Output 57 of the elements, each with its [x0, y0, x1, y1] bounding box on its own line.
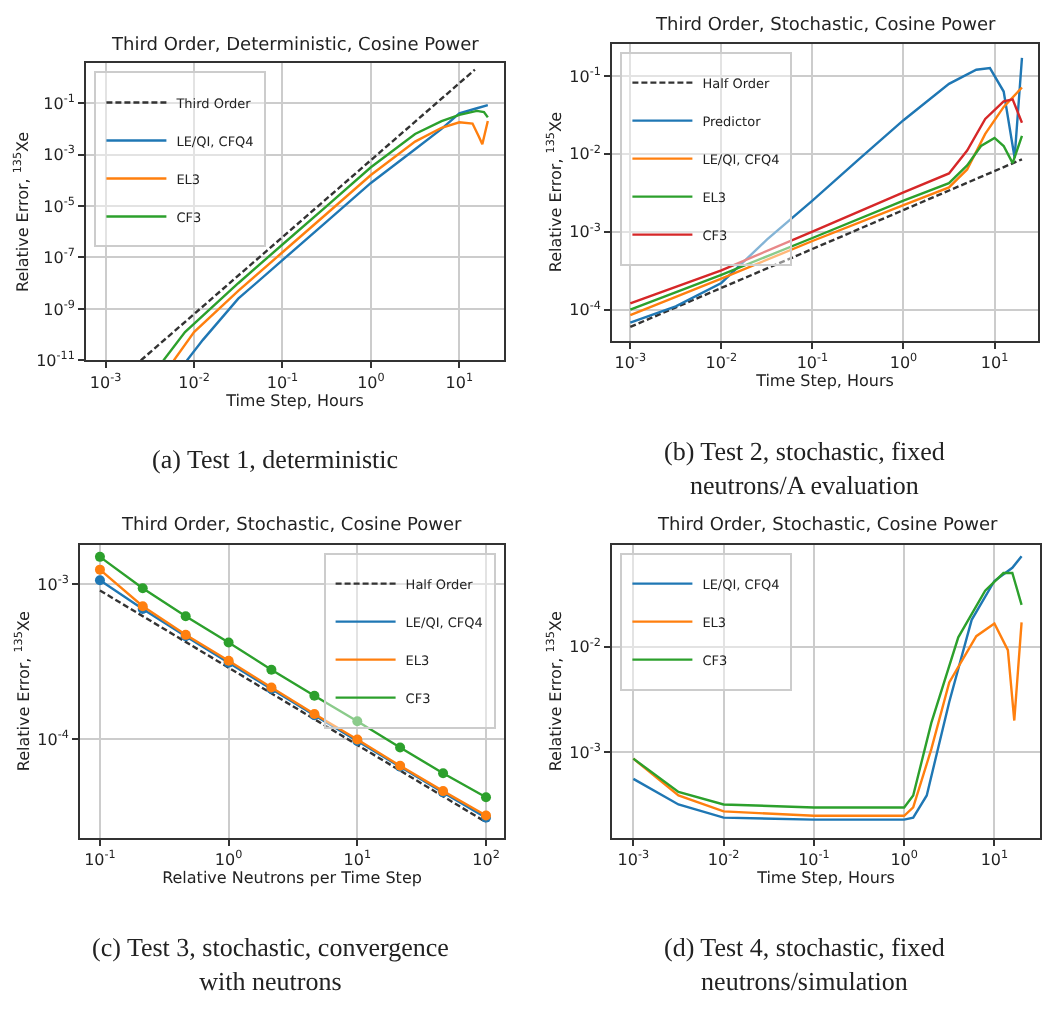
- text: (b) Test 2, stochastic, fixed neutrons/A evaluation: [664, 436, 946, 500]
- point: [180, 611, 191, 622]
- text: (d) Test 4, stochastic, fixed neutrons/simulation: [664, 932, 946, 996]
- x-axis-title: Time Step, Hours: [755, 869, 895, 888]
- y-tick-label: 10$^{-3}$: [569, 741, 602, 762]
- x-tick-label: 10$^{1}$: [980, 848, 1010, 869]
- x-axis-title: Time Step, Hours: [224, 391, 364, 410]
- point: [94, 551, 105, 562]
- point: [223, 637, 234, 648]
- y-tick-label: 10$^{-5}$: [43, 194, 76, 216]
- x-tick-label: 10$^{-2}$: [705, 351, 738, 372]
- x-tick-label: 10$^{1}$: [980, 351, 1010, 372]
- point: [309, 690, 320, 701]
- x-tick-label: 10$^{-1}$: [798, 848, 831, 869]
- y-tick-label: 10$^{-3}$: [569, 220, 602, 242]
- x-tick-label: 10$^{-2}$: [707, 848, 740, 869]
- y-tick-label: 10$^{-3}$: [37, 573, 70, 594]
- x-tick-label: 10$^{0}$: [214, 848, 244, 869]
- y-tick-label: 10$^{-9}$: [43, 297, 76, 319]
- text: (a) Test 1, deterministic: [152, 444, 399, 474]
- y-tick-label: 10$^{-11}$: [36, 349, 76, 371]
- x-tick-label: 10$^{0}$: [889, 351, 919, 372]
- x-axis-title: Relative Neutrons per Time Step: [162, 869, 422, 888]
- x-tick-label: 10$^{-3}$: [89, 370, 123, 392]
- y-tick-label: 10$^{-2}$: [569, 635, 601, 657]
- x-tick-label: 10$^{-1}$: [84, 848, 117, 869]
- x-tick-label: 10$^{-1}$: [796, 351, 830, 372]
- x-tick-label: 10$^{-1}$: [266, 370, 300, 392]
- y-tick-label: 10$^{-4}$: [37, 727, 70, 749]
- chart-title: Third Order, Stochastic, Cosine Power: [120, 516, 463, 536]
- y-tick-label: 10$^{-2}$: [569, 142, 601, 164]
- x-tick-label: 10$^{1}$: [343, 848, 372, 869]
- chart-title: Third Order, Deterministic, Cosine Power: [110, 36, 480, 56]
- x-tick-label: 10$^{-2}$: [178, 370, 210, 392]
- point: [438, 768, 449, 779]
- x-axis-title: Time Step, Hours: [754, 372, 894, 391]
- y-tick-label: 10$^{-7}$: [43, 246, 76, 268]
- point: [395, 742, 406, 753]
- chart-title: Third Order, Stochastic, Cosine Power: [654, 16, 997, 36]
- x-tick-label: 10$^{0}$: [357, 370, 386, 392]
- y-tick-label: 10$^{-3}$: [43, 143, 76, 165]
- text: (c) Test 3, stochastic, convergence with neutrons: [92, 932, 450, 996]
- x-tick-label: 10$^{2}$: [472, 848, 500, 869]
- x-tick-label: 10$^{-3}$: [614, 351, 647, 372]
- x-tick-label: 10$^{0}$: [890, 848, 919, 869]
- y-tick-label: 10$^{-4}$: [569, 298, 602, 320]
- y-tick-label: 10$^{-1}$: [43, 91, 76, 113]
- point: [266, 664, 277, 675]
- point: [352, 716, 363, 727]
- x-tick-label: 10$^{-3}$: [617, 848, 651, 869]
- point: [137, 583, 148, 594]
- point: [94, 575, 105, 586]
- y-tick-label: 10$^{-1}$: [569, 64, 602, 86]
- chart-title: Third Order, Stochastic, Cosine Power: [656, 516, 999, 536]
- point: [481, 792, 491, 803]
- x-tick-label: 10$^{1}$: [445, 370, 474, 392]
- point: [94, 564, 105, 575]
